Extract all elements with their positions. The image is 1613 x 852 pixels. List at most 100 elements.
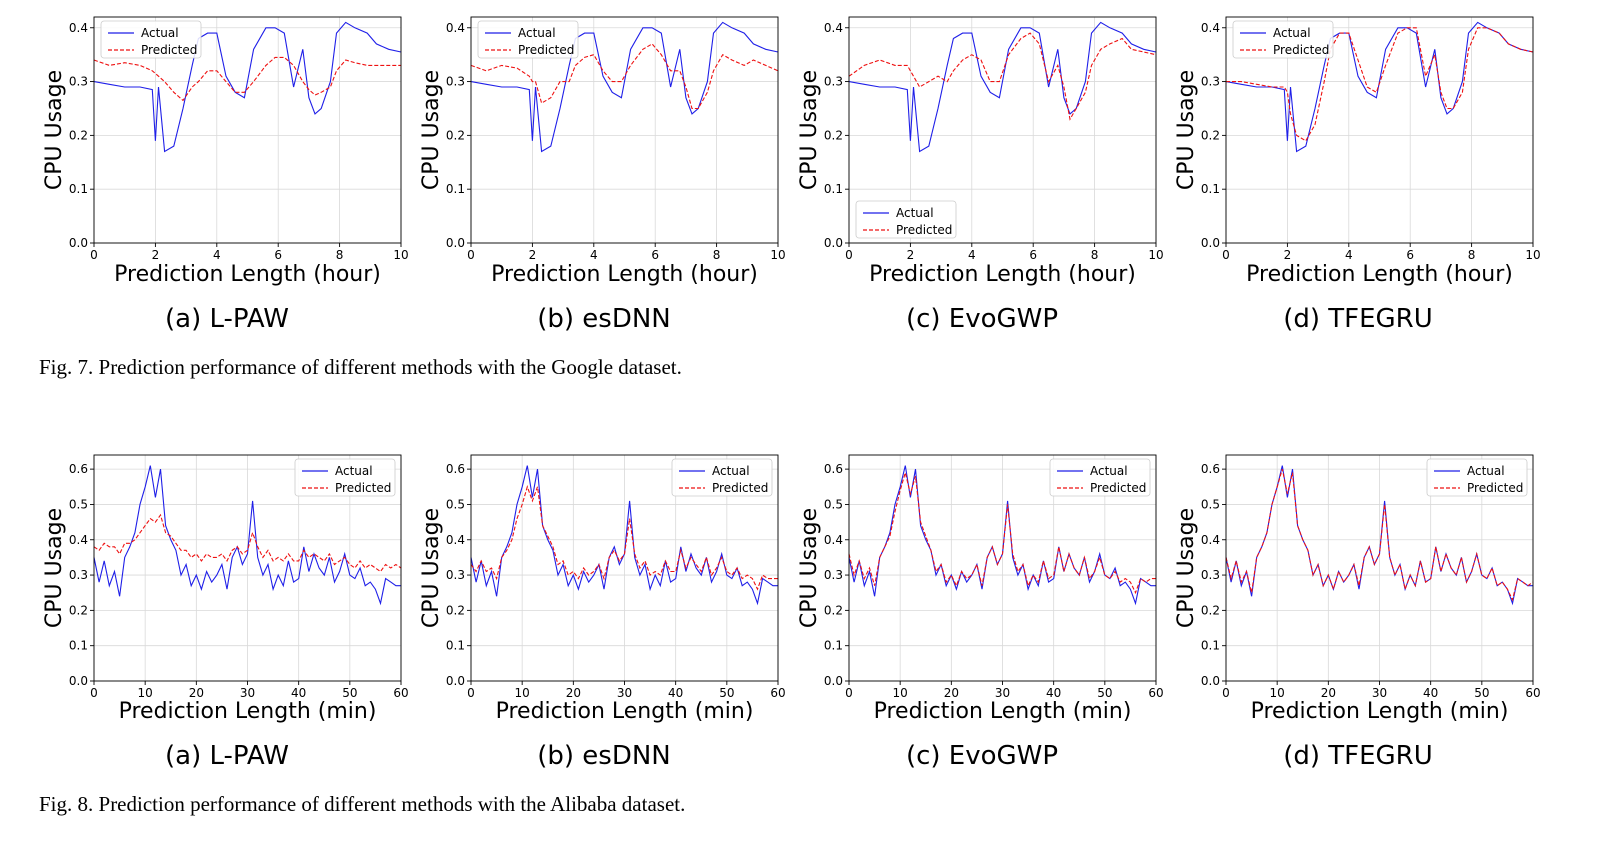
y-axis-label: CPU Usage — [797, 508, 822, 628]
legend-label: Actual — [896, 206, 934, 220]
legend-label: Actual — [335, 464, 373, 478]
y-tick-label: 0.2 — [446, 128, 465, 142]
y-axis-label: CPU Usage — [1174, 508, 1199, 628]
x-tick-label: 0 — [845, 686, 853, 700]
y-tick-label: 0.1 — [69, 639, 88, 653]
legend-label: Actual — [1467, 464, 1505, 478]
predicted-series-line — [93, 513, 402, 573]
line-chart: 0 10 20 30 40 50 60 0.0 0.1 0.2 0.3 0.4 0.5 0.6 Predic… — [1174, 454, 1541, 724]
y-tick-label: 0.3 — [1201, 568, 1220, 582]
x-axis-label: Prediction Length (hour) — [1246, 262, 1513, 287]
subcaption-fig8-a: (a) L-PAW — [165, 741, 289, 771]
y-tick-label: 0.4 — [1201, 21, 1220, 35]
y-tick-label: 0.5 — [69, 497, 88, 511]
legend: Actual Predicted — [1049, 458, 1151, 497]
y-tick-label: 0.0 — [824, 674, 843, 688]
x-axis-label: Prediction Length (hour) — [869, 262, 1136, 287]
line-chart: 0 2 4 6 8 10 0.0 0.1 0.2 0.3 0.4 Prediction Length … — [42, 16, 409, 287]
subcaption-fig7-c: (c) EvoGWP — [905, 304, 1059, 334]
x-tick-label: 4 — [213, 248, 221, 262]
x-tick-label: 0 — [467, 248, 475, 262]
y-tick-label: 0.3 — [69, 568, 88, 582]
legend-box — [1232, 20, 1334, 59]
legend: Actual Predicted — [1232, 20, 1334, 59]
x-tick-label: 2 — [907, 248, 915, 262]
plot-frame — [470, 16, 779, 244]
y-axis-label: CPU Usage — [42, 70, 67, 190]
x-tick-label: 50 — [342, 686, 357, 700]
predicted-series-line — [848, 470, 1156, 595]
x-tick-label: 4 — [590, 248, 598, 262]
x-tick-label: 8 — [713, 248, 721, 262]
x-tick-label: 6 — [274, 248, 282, 262]
x-tick-label: 0 — [1222, 686, 1230, 700]
chart-panel: 0 10 20 30 40 50 60 0.0 0.1 0.2 0.3 0.4 0.5 0.6 Predic… — [414, 438, 809, 739]
x-tick-label: 40 — [1423, 686, 1438, 700]
subcaption-fig8-b: (b) esDNN — [537, 741, 671, 771]
subcaption-fig7-b: (b) esDNN — [537, 304, 671, 334]
legend-label: Predicted — [518, 43, 574, 57]
figure-7-caption: Fig. 7. Prediction performance of differ… — [39, 355, 682, 379]
x-tick-label: 10 — [1148, 248, 1163, 262]
line-chart: 0 2 4 6 8 10 0.0 0.1 0.2 0.3 0.4 Prediction Length … — [797, 16, 1164, 287]
legend: Actual Predicted — [294, 458, 396, 497]
line-chart: 0 10 20 30 40 50 60 0.0 0.1 0.2 0.3 0.4 0.5 0.6 Predic… — [797, 454, 1164, 724]
x-tick-label: 2 — [152, 248, 160, 262]
legend: Actual Predicted — [100, 20, 202, 59]
y-tick-label: 0.3 — [69, 75, 88, 89]
y-tick-label: 0.1 — [1201, 639, 1220, 653]
x-tick-label: 10 — [1525, 248, 1540, 262]
x-tick-label: 60 — [1525, 686, 1540, 700]
line-chart: 0 10 20 30 40 50 60 0.0 0.1 0.2 0.3 0.4 0.5 0.6 Predic… — [419, 454, 786, 724]
x-tick-label: 10 — [393, 248, 408, 262]
y-tick-label: 0.0 — [69, 674, 88, 688]
x-tick-label: 30 — [617, 686, 632, 700]
x-axis-label: Prediction Length (min) — [1251, 699, 1509, 724]
chart-panel: 0 10 20 30 40 50 60 0.0 0.1 0.2 0.3 0.4 0.5 0.6 Predic… — [37, 438, 432, 739]
line-chart: 0 10 20 30 40 50 60 0.0 0.1 0.2 0.3 0.4 0.5 0.6 Predic… — [42, 454, 409, 724]
y-tick-label: 0.0 — [1201, 674, 1220, 688]
plot-frame — [1225, 16, 1534, 244]
y-tick-label: 0.2 — [69, 603, 88, 617]
x-tick-label: 0 — [1222, 248, 1230, 262]
y-tick-label: 0.1 — [446, 639, 465, 653]
y-tick-label: 0.1 — [824, 639, 843, 653]
x-tick-label: 2 — [1284, 248, 1292, 262]
x-tick-label: 10 — [893, 686, 908, 700]
subcaption-fig7-d: (d) TFEGRU — [1283, 304, 1433, 334]
legend-label: Predicted — [1467, 481, 1523, 495]
x-tick-label: 50 — [719, 686, 734, 700]
x-tick-label: 2 — [529, 248, 537, 262]
y-axis-label: CPU Usage — [42, 508, 67, 628]
x-tick-label: 8 — [1468, 248, 1476, 262]
plot-frame — [848, 16, 1157, 244]
y-tick-label: 0.6 — [1201, 462, 1220, 476]
y-tick-label: 0.5 — [1201, 497, 1220, 511]
y-tick-label: 0.3 — [824, 75, 843, 89]
x-tick-label: 6 — [1406, 248, 1414, 262]
legend-label: Actual — [1273, 26, 1311, 40]
y-tick-label: 0.4 — [69, 21, 88, 35]
legend-box — [1049, 458, 1151, 497]
legend: Actual Predicted — [477, 20, 579, 59]
actual-series-line — [93, 465, 401, 606]
x-axis-label: Prediction Length (min) — [496, 699, 754, 724]
figure-8-caption: Fig. 8. Prediction performance of differ… — [39, 792, 686, 816]
x-tick-label: 60 — [393, 686, 408, 700]
chart-panel: 0 2 4 6 8 10 0.0 0.1 0.2 0.3 0.4 Prediction Length … — [1169, 0, 1564, 301]
y-tick-label: 0.2 — [824, 603, 843, 617]
x-tick-label: 6 — [1029, 248, 1037, 262]
y-tick-label: 0.2 — [824, 128, 843, 142]
predicted-series-line — [470, 43, 779, 110]
legend-label: Predicted — [1090, 481, 1146, 495]
y-tick-label: 0.6 — [446, 462, 465, 476]
y-tick-label: 0.4 — [824, 533, 843, 547]
legend: Actual Predicted — [671, 458, 773, 497]
y-tick-label: 0.5 — [446, 497, 465, 511]
x-tick-label: 0 — [845, 248, 853, 262]
legend-label: Predicted — [141, 43, 197, 57]
x-tick-label: 30 — [1372, 686, 1387, 700]
y-tick-label: 0.1 — [1201, 182, 1220, 196]
x-tick-label: 6 — [651, 248, 659, 262]
y-tick-label: 0.3 — [1201, 75, 1220, 89]
